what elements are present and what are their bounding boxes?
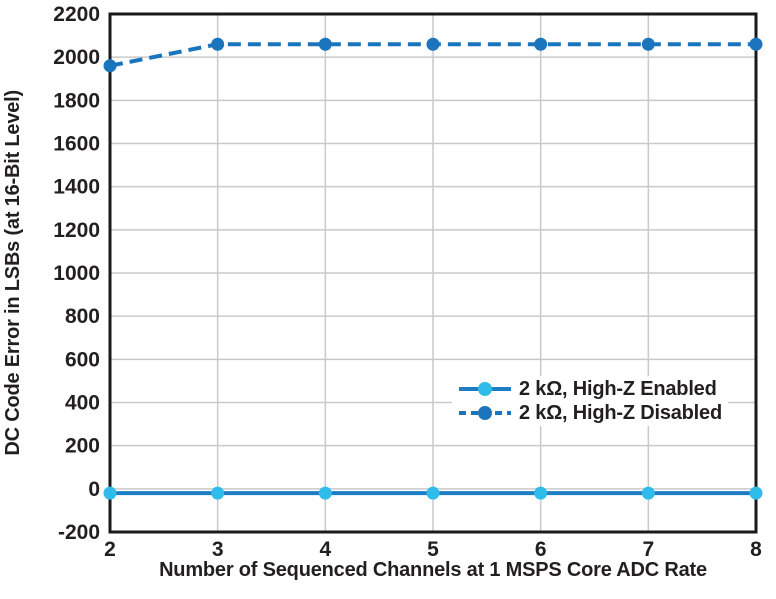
data-point-marker [641,37,655,51]
x-tick-label: 3 [212,538,224,561]
x-tick-label: 5 [427,538,439,561]
series-high-z-enabled [103,486,763,500]
x-tick-label: 8 [750,538,762,561]
y-axis-title: DC Code Error in LSBs (at 16-Bit Level) [2,90,24,456]
data-point-marker [211,37,225,51]
y-tick-label: 1400 [53,176,100,199]
y-tick-label: 400 [65,392,100,415]
legend-item-high-z-disabled: 2 kΩ, High-Z Disabled [458,402,722,424]
data-point-marker [318,37,332,51]
data-point-marker [534,486,548,500]
data-point-marker [103,59,117,73]
legend-label-disabled: 2 kΩ, High-Z Disabled [519,401,722,424]
data-point-marker [749,486,763,500]
legend-item-high-z-enabled: 2 kΩ, High-Z Enabled [458,378,722,400]
legend-line-marker-disabled-icon [459,406,511,420]
data-point-marker [426,486,440,500]
x-tick-label: 7 [642,538,654,561]
y-tick-label: 1000 [53,262,100,285]
x-tick-label: 2 [104,538,116,561]
y-tick-label: 1800 [53,89,100,112]
data-point-marker [749,37,763,51]
plot-frame [108,12,758,534]
data-point-marker [211,486,225,500]
y-tick-label: 1600 [53,133,100,156]
y-tick-label: 1200 [53,219,100,242]
x-axis-title: Number of Sequenced Channels at 1 MSPS C… [159,559,707,581]
legend-label-enabled: 2 kΩ, High-Z Enabled [519,377,717,400]
y-tick-label: 200 [65,435,100,458]
y-tick-label: 0 [88,478,100,501]
data-point-marker [534,37,548,51]
y-tick-label: 2200 [53,3,100,26]
y-tick-label: 600 [65,348,100,371]
data-point-marker [641,486,655,500]
y-tick-label: 2000 [53,46,100,69]
series-high-z-disabled [103,37,763,73]
data-point-marker [426,37,440,51]
y-tick-label: 800 [65,305,100,328]
data-point-marker [103,486,117,500]
x-tick-label: 6 [535,538,547,561]
legend-line-marker-enabled-icon [459,382,511,396]
y-tick-label: -200 [58,521,100,544]
legend: 2 kΩ, High-Z Enabled 2 kΩ, High-Z Disabl… [452,376,728,426]
data-point-marker [318,486,332,500]
x-tick-label: 4 [319,538,331,561]
